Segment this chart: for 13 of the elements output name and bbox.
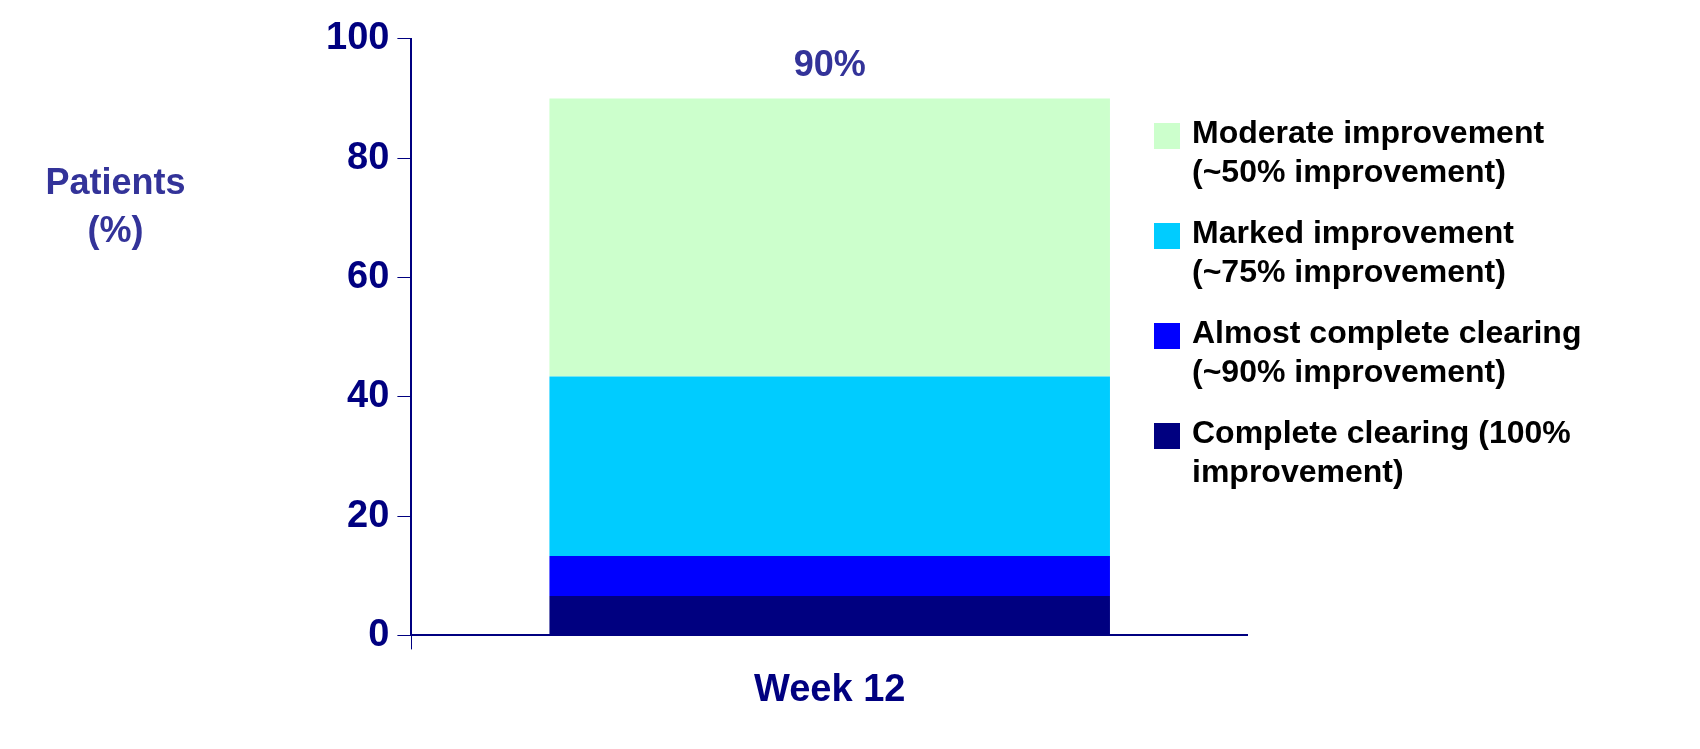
y-tick-label: 60	[347, 253, 390, 296]
x-tick-label: Week 12	[754, 666, 906, 709]
legend-label: Marked improvement (~75% improvement)	[1192, 213, 1515, 291]
legend-label: Almost complete clearing (~90% improvement)	[1192, 313, 1583, 391]
legend-label: Moderate improvement (~50% improvement)	[1192, 113, 1546, 191]
y-tick-label: 80	[347, 134, 390, 177]
y-axis-title: Patients (%)	[44, 160, 187, 252]
legend-label: Complete clearing (100% improvement)	[1192, 413, 1572, 491]
y-tick-label: 100	[326, 15, 390, 58]
total-label: 90%	[793, 43, 866, 85]
y-tick-label: 40	[347, 373, 390, 416]
y-tick-label: 0	[368, 611, 390, 654]
y-tick-label: 20	[347, 492, 390, 535]
